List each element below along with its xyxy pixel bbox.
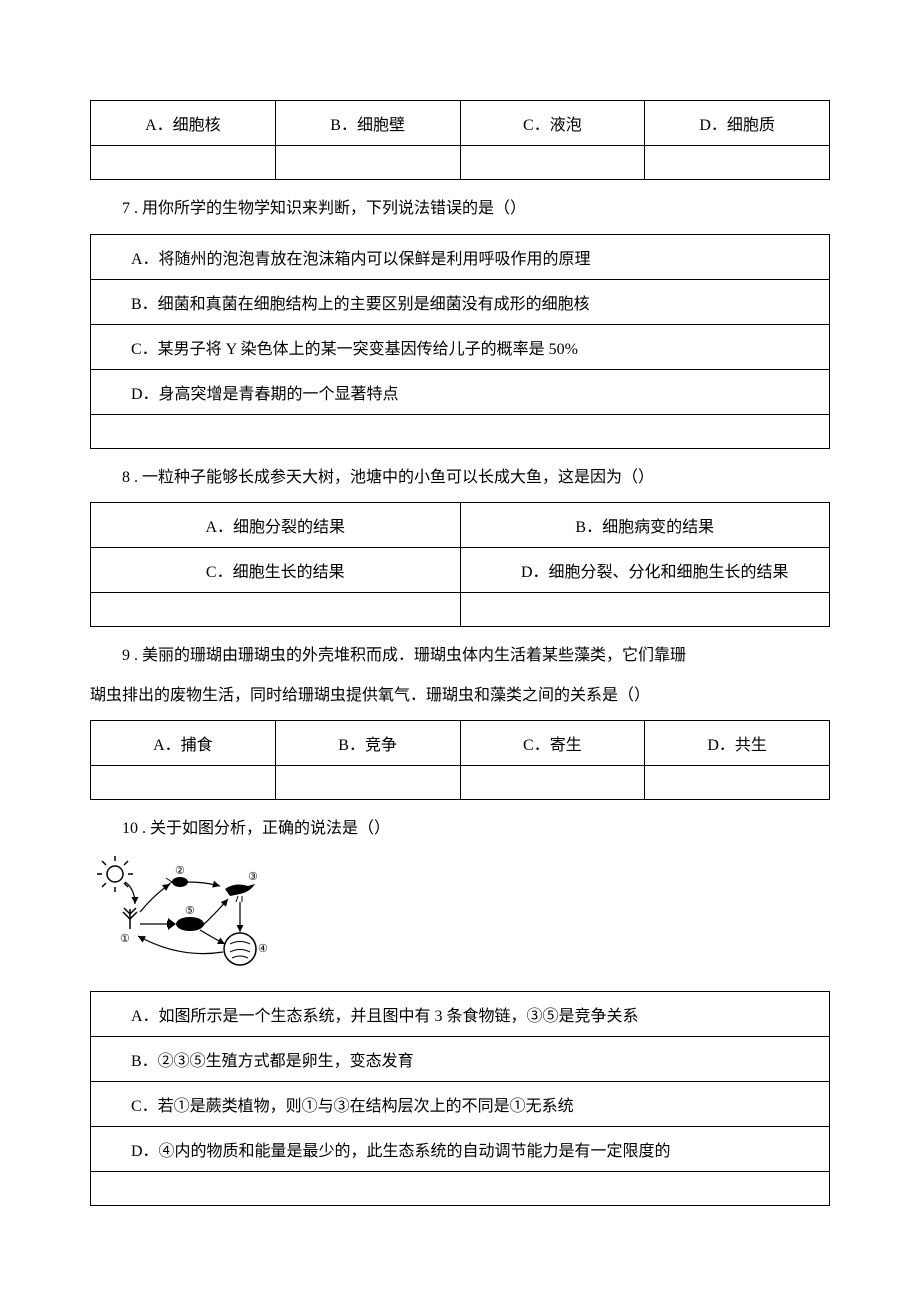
- table-row: A．细胞核 B．细胞壁 C．液泡 D．细胞质: [91, 101, 830, 146]
- table-row: A．如图所示是一个生态系统，并且图中有 3 条食物链，③⑤是竞争关系: [91, 991, 830, 1036]
- empty-cell: [91, 766, 276, 800]
- q9-option-a: A．捕食: [91, 721, 276, 766]
- table-row: A．捕食 B．竞争 C．寄生 D．共生: [91, 721, 830, 766]
- table-row: A．细胞分裂的结果 B．细胞病变的结果: [91, 503, 830, 548]
- svg-text:⑤: ⑤: [185, 905, 195, 917]
- table-row: D．④内的物质和能量是最少的，此生态系统的自动调节能力是有一定限度的: [91, 1126, 830, 1171]
- q7-option-d: D．身高突增是青春期的一个显著特点: [91, 369, 830, 414]
- empty-cell: [645, 766, 830, 800]
- table-row: C．若①是蕨类植物，则①与③在结构层次上的不同是①无系统: [91, 1081, 830, 1126]
- empty-cell: [91, 146, 276, 180]
- q7-option-b: B．细菌和真菌在细胞结构上的主要区别是细菌没有成形的细胞核: [91, 279, 830, 324]
- empty-cell: [275, 146, 460, 180]
- q10-diagram-wrap: ① ② ③ ⑤ ④: [90, 854, 830, 979]
- q9-stem-line1: 9 . 美丽的珊瑚由珊瑚虫的外壳堆积而成．珊瑚虫体内生活着某些藻类，它们靠珊: [90, 643, 830, 669]
- q7-option-a: A．将随州的泡泡青放在泡沫箱内可以保鲜是利用呼吸作用的原理: [91, 234, 830, 279]
- q8-option-a: A．细胞分裂的结果: [91, 503, 461, 548]
- table-row: C．某男子将 Y 染色体上的某一突变基因传给儿子的概率是 50%: [91, 324, 830, 369]
- empty-cell: [91, 593, 461, 627]
- q8-stem: 8 . 一粒种子能够长成参天大树，池塘中的小鱼可以长成大鱼，这是因为（）: [90, 465, 830, 491]
- table-row: D．身高突增是青春期的一个显著特点: [91, 369, 830, 414]
- table-row: [91, 414, 830, 448]
- empty-cell: [460, 766, 645, 800]
- ecosystem-diagram-icon: ① ② ③ ⑤ ④: [90, 854, 290, 974]
- q10-option-c: C．若①是蕨类植物，则①与③在结构层次上的不同是①无系统: [91, 1081, 830, 1126]
- q9-option-c: C．寄生: [460, 721, 645, 766]
- q9-options-table: A．捕食 B．竞争 C．寄生 D．共生: [90, 720, 830, 800]
- q8-option-c: C．细胞生长的结果: [91, 548, 461, 593]
- empty-cell: [460, 593, 830, 627]
- svg-text:③: ③: [248, 871, 258, 883]
- q9-option-d: D．共生: [645, 721, 830, 766]
- q9-option-b: B．竞争: [275, 721, 460, 766]
- q6-option-d: D．细胞质: [645, 101, 830, 146]
- q10-stem: 10 . 关于如图分析，正确的说法是（）: [90, 816, 830, 842]
- table-row: B．细菌和真菌在细胞结构上的主要区别是细菌没有成形的细胞核: [91, 279, 830, 324]
- table-row: A．将随州的泡泡青放在泡沫箱内可以保鲜是利用呼吸作用的原理: [91, 234, 830, 279]
- q10-options-table: A．如图所示是一个生态系统，并且图中有 3 条食物链，③⑤是竞争关系 B．②③⑤…: [90, 991, 830, 1206]
- table-row: [91, 146, 830, 180]
- empty-cell: [645, 146, 830, 180]
- svg-text:④: ④: [258, 943, 268, 955]
- empty-cell: [460, 146, 645, 180]
- table-row: C．细胞生长的结果 D．细胞分裂、分化和细胞生长的结果: [91, 548, 830, 593]
- q10-option-b: B．②③⑤生殖方式都是卵生，变态发育: [91, 1036, 830, 1081]
- q7-option-c: C．某男子将 Y 染色体上的某一突变基因传给儿子的概率是 50%: [91, 324, 830, 369]
- table-row: [91, 766, 830, 800]
- q6-option-b: B．细胞壁: [275, 101, 460, 146]
- q7-stem: 7 . 用你所学的生物学知识来判断，下列说法错误的是（）: [90, 196, 830, 222]
- empty-cell: [91, 414, 830, 448]
- q6-option-a: A．细胞核: [91, 101, 276, 146]
- svg-text:②: ②: [175, 865, 185, 877]
- q10-option-a: A．如图所示是一个生态系统，并且图中有 3 条食物链，③⑤是竞争关系: [91, 991, 830, 1036]
- q7-options-table: A．将随州的泡泡青放在泡沫箱内可以保鲜是利用呼吸作用的原理 B．细菌和真菌在细胞…: [90, 234, 830, 449]
- q6-options-table: A．细胞核 B．细胞壁 C．液泡 D．细胞质: [90, 100, 830, 180]
- q8-option-d: D．细胞分裂、分化和细胞生长的结果: [460, 548, 830, 593]
- q6-option-c: C．液泡: [460, 101, 645, 146]
- q8-options-table: A．细胞分裂的结果 B．细胞病变的结果 C．细胞生长的结果 D．细胞分裂、分化和…: [90, 502, 830, 627]
- table-row: [91, 593, 830, 627]
- q9-stem-line2: 瑚虫排出的废物生活，同时给珊瑚虫提供氧气．珊瑚虫和藻类之间的关系是（）: [90, 683, 830, 709]
- svg-text:①: ①: [120, 933, 130, 945]
- empty-cell: [275, 766, 460, 800]
- empty-cell: [91, 1171, 830, 1205]
- q8-option-b: B．细胞病变的结果: [460, 503, 830, 548]
- table-row: B．②③⑤生殖方式都是卵生，变态发育: [91, 1036, 830, 1081]
- table-row: [91, 1171, 830, 1205]
- q10-option-d: D．④内的物质和能量是最少的，此生态系统的自动调节能力是有一定限度的: [91, 1126, 830, 1171]
